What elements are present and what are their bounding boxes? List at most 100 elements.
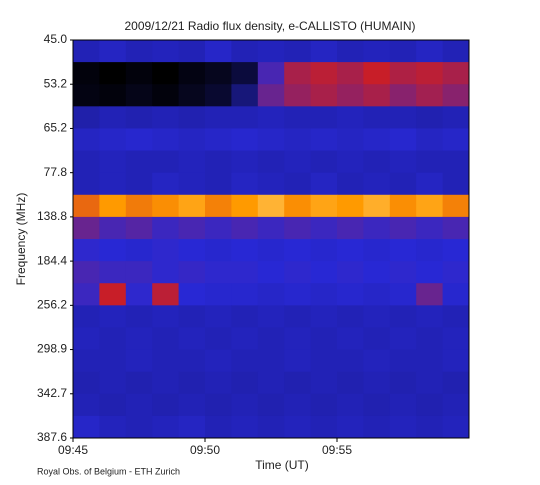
- heatmap-cell: [284, 261, 312, 284]
- heatmap-cell: [125, 216, 153, 240]
- heatmap-cell: [152, 40, 180, 63]
- heatmap-cell: [363, 239, 391, 262]
- heatmap-cell: [442, 393, 470, 417]
- heatmap-cell: [389, 128, 417, 152]
- heatmap-cell: [231, 371, 259, 395]
- heatmap-cell: [416, 172, 444, 196]
- heatmap-cell: [257, 393, 285, 417]
- heatmap-cell: [389, 194, 417, 218]
- heatmap-cell: [99, 40, 127, 63]
- heatmap-cell: [310, 305, 338, 328]
- heatmap-cell: [363, 62, 391, 85]
- heatmap-cell: [363, 194, 391, 218]
- heatmap-cell: [310, 216, 338, 240]
- heatmap-cell: [125, 106, 153, 129]
- heatmap-cell: [152, 415, 180, 439]
- heatmap-cell: [416, 216, 444, 240]
- heatmap-cell: [416, 415, 444, 439]
- heatmap-cell: [205, 261, 232, 284]
- heatmap-cell: [389, 172, 417, 196]
- heatmap-cell: [99, 305, 127, 328]
- heatmap-cell: [231, 349, 259, 373]
- y-tick-label: 45.0: [44, 32, 68, 46]
- heatmap-cell: [73, 349, 100, 373]
- heatmap-cell: [125, 393, 153, 417]
- heatmap-cell: [257, 62, 285, 85]
- heatmap-cell: [389, 216, 417, 240]
- heatmap-cell: [99, 194, 127, 218]
- heatmap-cell: [99, 172, 127, 196]
- heatmap-cell: [337, 371, 364, 395]
- heatmap-cell: [337, 216, 364, 240]
- heatmap-cell: [257, 84, 285, 107]
- heatmap-cell: [310, 62, 338, 85]
- heatmap-cell: [231, 261, 259, 284]
- heatmap-cell: [73, 216, 100, 240]
- heatmap-cell: [310, 172, 338, 196]
- heatmap-cell: [416, 371, 444, 395]
- heatmap-cell: [73, 327, 100, 351]
- heatmap-cell: [73, 194, 100, 218]
- heatmap-cell: [205, 415, 232, 439]
- heatmap-cell: [125, 327, 153, 351]
- heatmap-cell: [363, 150, 391, 174]
- heatmap-cell: [442, 128, 470, 152]
- heatmap-cell: [125, 84, 153, 107]
- heatmap-cell: [231, 327, 259, 351]
- heatmap: [73, 40, 470, 439]
- heatmap-cell: [152, 239, 180, 262]
- heatmap-cell: [152, 261, 180, 284]
- heatmap-cell: [389, 40, 417, 63]
- heatmap-cell: [205, 393, 232, 417]
- heatmap-cell: [363, 349, 391, 373]
- heatmap-cell: [152, 371, 180, 395]
- heatmap-cell: [310, 371, 338, 395]
- heatmap-cell: [310, 194, 338, 218]
- heatmap-cell: [178, 106, 206, 129]
- heatmap-cell: [99, 128, 127, 152]
- heatmap-cell: [152, 349, 180, 373]
- heatmap-cell: [363, 371, 391, 395]
- heatmap-cell: [257, 261, 285, 284]
- heatmap-cell: [178, 239, 206, 262]
- heatmap-cell: [284, 239, 312, 262]
- heatmap-cell: [337, 261, 364, 284]
- heatmap-cell: [416, 327, 444, 351]
- heatmap-cell: [99, 371, 127, 395]
- heatmap-cell: [442, 62, 470, 85]
- heatmap-cell: [205, 128, 232, 152]
- heatmap-cell: [284, 371, 312, 395]
- heatmap-cell: [205, 106, 232, 129]
- heatmap-cell: [152, 172, 180, 196]
- heatmap-cell: [257, 40, 285, 63]
- heatmap-cell: [152, 393, 180, 417]
- heatmap-cell: [310, 150, 338, 174]
- heatmap-cell: [152, 327, 180, 351]
- chart-title: 2009/12/21 Radio flux density, e-CALLIST…: [124, 19, 415, 33]
- heatmap-cell: [416, 349, 444, 373]
- heatmap-cell: [231, 150, 259, 174]
- heatmap-cell: [125, 172, 153, 196]
- heatmap-cell: [389, 415, 417, 439]
- heatmap-cell: [205, 239, 232, 262]
- heatmap-cell: [442, 84, 470, 107]
- heatmap-cell: [205, 283, 232, 306]
- heatmap-cell: [389, 62, 417, 85]
- heatmap-cell: [284, 283, 312, 306]
- heatmap-cell: [310, 40, 338, 63]
- x-axis-label: Time (UT): [255, 458, 309, 472]
- heatmap-cell: [363, 106, 391, 129]
- heatmap-cell: [310, 239, 338, 262]
- heatmap-cell: [73, 40, 100, 63]
- heatmap-cell: [416, 84, 444, 107]
- heatmap-cell: [337, 349, 364, 373]
- heatmap-cell: [310, 84, 338, 107]
- heatmap-cell: [99, 327, 127, 351]
- heatmap-cell: [125, 349, 153, 373]
- heatmap-cell: [337, 415, 364, 439]
- heatmap-cell: [363, 261, 391, 284]
- heatmap-cell: [99, 106, 127, 129]
- heatmap-cell: [416, 283, 444, 306]
- heatmap-cell: [257, 106, 285, 129]
